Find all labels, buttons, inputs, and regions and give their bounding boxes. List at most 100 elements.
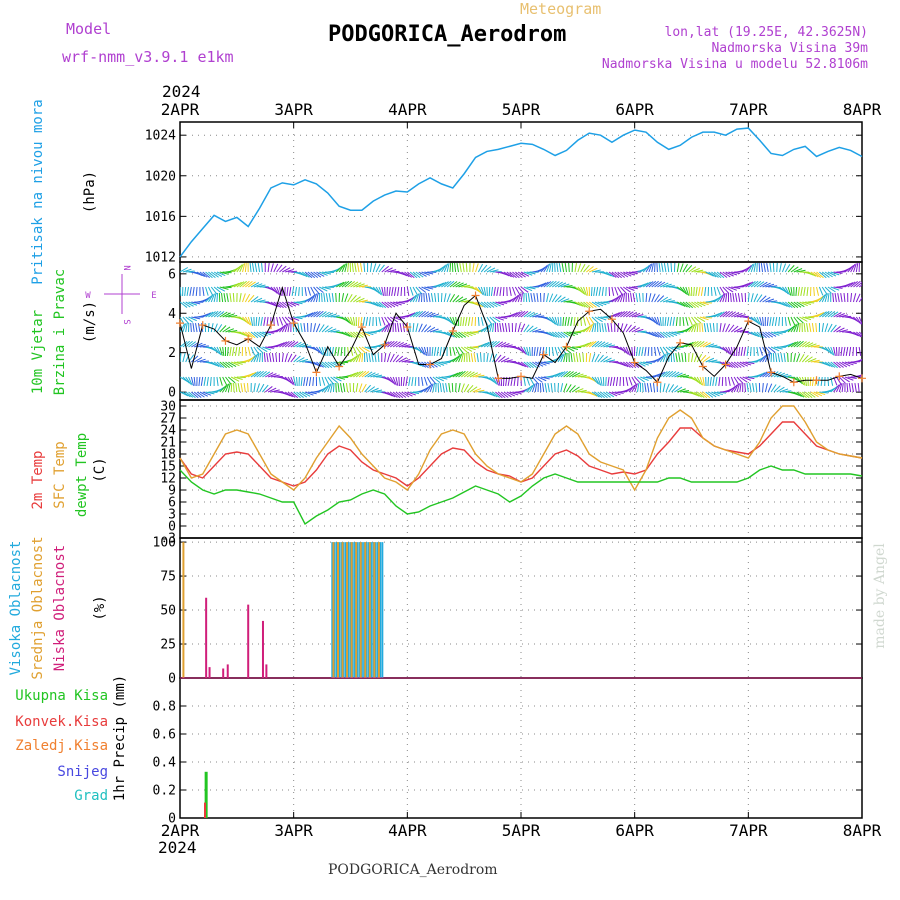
wind-arrow <box>694 269 704 273</box>
wind-arrow <box>713 271 722 279</box>
wind-arrow <box>654 331 662 339</box>
wind-arrow <box>561 263 565 273</box>
wind-arrow <box>651 293 656 303</box>
wind-arrow <box>614 294 621 303</box>
wind-arrow <box>796 376 803 385</box>
wind-arrow <box>264 386 273 393</box>
wind-arrow <box>404 271 413 278</box>
wind-arrow <box>287 340 296 348</box>
wind-arrow <box>375 286 382 295</box>
wind-arrow <box>324 361 333 369</box>
wind-arrow <box>268 353 272 363</box>
wind-arrow <box>529 361 537 368</box>
wind-arrow <box>286 286 289 296</box>
wind-arrow <box>731 311 740 318</box>
wind-arrow <box>517 286 525 295</box>
wind-arrow <box>455 331 463 339</box>
wind-arrow <box>239 316 248 323</box>
wind-arrow <box>656 316 661 326</box>
y-tick-label: 0 <box>168 812 176 827</box>
wind-arrow <box>318 376 322 386</box>
wind-arrow <box>816 391 826 396</box>
wind-arrow <box>609 376 613 386</box>
wind-arrow <box>759 346 763 356</box>
wind-arrow <box>232 292 235 303</box>
wind-arrow <box>638 346 641 356</box>
wind-arrow <box>185 316 194 323</box>
wind-arrow <box>802 301 812 305</box>
wind-arrow <box>654 346 657 356</box>
wind-arrow <box>441 281 449 288</box>
wind-arrow <box>500 357 510 363</box>
wind-arrow <box>304 296 313 303</box>
wind-arrow <box>722 286 730 294</box>
wind-arrow <box>526 286 536 290</box>
wind-arrow <box>213 346 221 355</box>
wind-arrow <box>496 286 499 296</box>
dewpt-axis-label: dewpt Temp <box>74 433 90 517</box>
wind-arrow <box>833 325 841 333</box>
wind-arrow <box>520 361 529 368</box>
wind-arrow <box>339 361 349 364</box>
wind-arrow <box>454 263 457 273</box>
wind-arrow <box>307 391 317 395</box>
wind-arrow <box>449 281 458 288</box>
wind-arrow <box>620 310 628 318</box>
wind-arrow <box>197 323 201 333</box>
wind-arrow <box>501 323 505 333</box>
wind-arrow <box>372 286 380 294</box>
wind-arrow <box>790 316 796 326</box>
wind-arrow <box>270 286 278 294</box>
wind-arrow <box>316 286 324 294</box>
wind-arrow <box>517 271 526 278</box>
wind-arrow <box>460 316 462 327</box>
y-tick-label: 1016 <box>145 210 176 225</box>
wind-arrow <box>762 296 771 303</box>
wind-arrow <box>651 316 658 325</box>
wind-arrow <box>375 342 385 348</box>
wind-arrow <box>421 346 426 356</box>
wind-arrow <box>772 352 775 363</box>
wind-arrow <box>839 329 849 333</box>
wind-arrow <box>270 301 279 308</box>
footer-title: PODGORICA_Aerodrom <box>328 862 498 878</box>
wind-arrow <box>328 293 332 303</box>
wind-arrow <box>787 325 795 333</box>
wind-arrow <box>184 286 187 296</box>
wind-arrow <box>540 281 549 288</box>
wind-arrow <box>456 263 459 273</box>
wind-arrow <box>771 316 775 326</box>
wind-arrow <box>492 391 501 398</box>
wind-arrow <box>185 270 195 273</box>
wind-arrow <box>486 391 496 397</box>
wind-arrow <box>259 371 267 378</box>
wind-arrow <box>409 271 418 279</box>
wind-arrow <box>560 370 569 378</box>
wind-arrow <box>216 324 223 333</box>
wind-arrow <box>460 383 465 393</box>
wind-marker <box>244 334 253 343</box>
wind-arrow <box>615 376 619 386</box>
wind-marker <box>517 372 525 381</box>
wind-arrow <box>227 376 236 384</box>
wind-arrow <box>556 263 559 273</box>
wind-arrow <box>404 360 414 363</box>
wind-arrow <box>239 263 244 273</box>
wind-arrow <box>188 341 197 348</box>
y-tick-label: 100 <box>153 536 176 551</box>
wind-arrow <box>180 341 188 348</box>
wind-arrow <box>300 323 303 333</box>
wind-arrow <box>333 282 342 288</box>
wind-arrow <box>715 376 718 386</box>
wind-arrow <box>341 331 351 337</box>
wind-arrow <box>401 391 410 398</box>
wind-arrow <box>294 286 298 296</box>
wind-arrow <box>664 316 667 327</box>
wind-arrow <box>336 281 345 288</box>
wind-arrow <box>536 346 539 356</box>
wind-arrow <box>762 331 770 338</box>
wind-arrow <box>586 266 594 273</box>
wind-arrow <box>279 324 286 333</box>
wind-arrow <box>774 316 778 326</box>
wind-arrow <box>225 376 232 385</box>
